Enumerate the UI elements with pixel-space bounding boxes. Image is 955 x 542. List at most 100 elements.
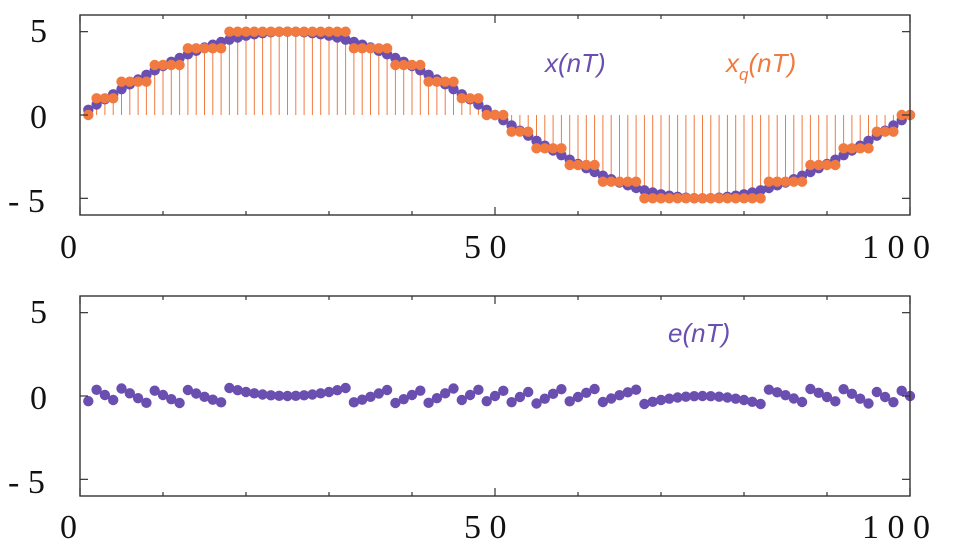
bottom-e-point [298, 390, 310, 401]
bottom-e-point [91, 384, 102, 396]
top-xq-point [249, 26, 260, 37]
legend-label-xq-sub: q [739, 65, 749, 84]
top-xq-point [116, 76, 127, 87]
top-xq-point [83, 109, 94, 121]
top-xq-point [456, 93, 467, 104]
bottom-e-point [249, 388, 260, 399]
bottom-e-point [406, 389, 418, 401]
bottom-e-point [282, 390, 293, 402]
bottom-e-point [564, 396, 575, 407]
bottom-e-point [705, 390, 716, 402]
top-xq-point [91, 93, 102, 104]
bottom-e-point [713, 391, 725, 402]
bottom-e-point [722, 392, 733, 403]
bottom-xtick-label-50: 5 0 [464, 509, 507, 542]
bottom-e-point [597, 396, 609, 408]
top-ytick-label-neg5: - 5 [8, 183, 45, 220]
top-xq-point [539, 143, 550, 154]
top-xq-point [298, 26, 310, 37]
bottom-e-point [265, 390, 277, 401]
top-xq-point [182, 43, 194, 54]
top-ytick-label-5: 5 [30, 13, 47, 50]
bottom-e-point [680, 391, 692, 402]
bottom-xtick-label-100: 1 0 0 [862, 509, 930, 542]
bottom-e-point [888, 396, 899, 408]
top-xq-point [323, 26, 335, 37]
bottom-e-point [572, 391, 584, 403]
top-xq-point [879, 126, 891, 137]
top-xq-point [523, 126, 534, 137]
bottom-e-point [772, 387, 783, 398]
top-xq-point [141, 76, 152, 87]
top-chart-panel: 5 0 - 5 0 5 0 1 0 0 x(nT) xq(nT) [8, 13, 930, 266]
top-xq-point [506, 126, 517, 137]
bottom-e-point [830, 396, 841, 407]
bottom-e-point [838, 383, 849, 395]
bottom-e-point [481, 395, 492, 407]
bottom-e-point [755, 398, 766, 410]
bottom-e-point [390, 397, 401, 409]
bottom-e-point [664, 393, 675, 404]
top-xq-point [207, 43, 218, 54]
legend-label-xq: xq(nT) [724, 48, 796, 84]
top-xq-point [390, 59, 401, 71]
top-xq-point [498, 109, 509, 121]
bottom-e-point [381, 384, 393, 396]
top-xq-point [108, 93, 119, 104]
top-xq-point [689, 193, 700, 204]
top-xq-point [738, 193, 750, 204]
bottom-e-point [357, 394, 368, 405]
top-xq-point [381, 43, 393, 54]
top-xq-point [415, 59, 426, 71]
top-x-point [116, 83, 127, 95]
top-xq-point [423, 76, 434, 87]
top-xtick-label-50: 5 0 [464, 229, 507, 266]
top-xtick-label-0: 0 [60, 229, 77, 266]
bottom-e-point [124, 388, 135, 399]
bottom-e-point [630, 384, 642, 395]
top-xq-point [614, 176, 625, 187]
bottom-e-point [448, 383, 459, 394]
bottom-e-point [116, 383, 127, 394]
bottom-e-point [489, 390, 501, 402]
top-xq-point [174, 59, 185, 71]
top-xq-point [307, 26, 318, 37]
top-x-point [448, 83, 459, 95]
bottom-e-point [191, 388, 202, 399]
top-xq-point [821, 159, 833, 171]
top-xq-point [796, 176, 808, 187]
bottom-chart-panel: 5 0 - 5 0 5 0 1 0 0 e(nT) [8, 294, 930, 542]
bottom-e-point [547, 388, 559, 400]
bottom-e-point [315, 388, 326, 399]
bottom-e-point [215, 397, 227, 408]
top-xq-point [398, 59, 409, 71]
legend-label-xq-rest: (nT) [748, 48, 796, 78]
bottom-e-point [689, 390, 700, 402]
top-xq-point [357, 43, 368, 54]
bottom-e-point [738, 394, 750, 406]
top-xq-point [274, 26, 285, 37]
bottom-e-point [365, 391, 376, 403]
top-xq-point [697, 193, 708, 204]
top-ytick-label-0: 0 [30, 99, 47, 136]
bottom-e-point [340, 382, 351, 394]
bottom-e-point [257, 389, 268, 400]
bottom-ytick-label-0: 0 [30, 380, 47, 417]
top-xq-point [149, 59, 160, 71]
top-xq-point [290, 26, 301, 37]
bottom-e-point [863, 398, 874, 409]
bottom-e-point [506, 396, 517, 408]
bottom-e-point [672, 392, 683, 403]
top-xq-point [713, 193, 725, 204]
top-xq-point [664, 193, 675, 204]
top-xq-point [373, 43, 384, 54]
top-xq-point [406, 59, 418, 71]
top-xq-point [722, 193, 733, 204]
top-xq-point [813, 159, 824, 171]
bottom-ytick-label-5: 5 [30, 294, 47, 331]
top-xq-point [481, 109, 492, 121]
bottom-e-point [780, 389, 791, 401]
bottom-e-point [589, 383, 600, 395]
bottom-e-point [157, 389, 169, 401]
